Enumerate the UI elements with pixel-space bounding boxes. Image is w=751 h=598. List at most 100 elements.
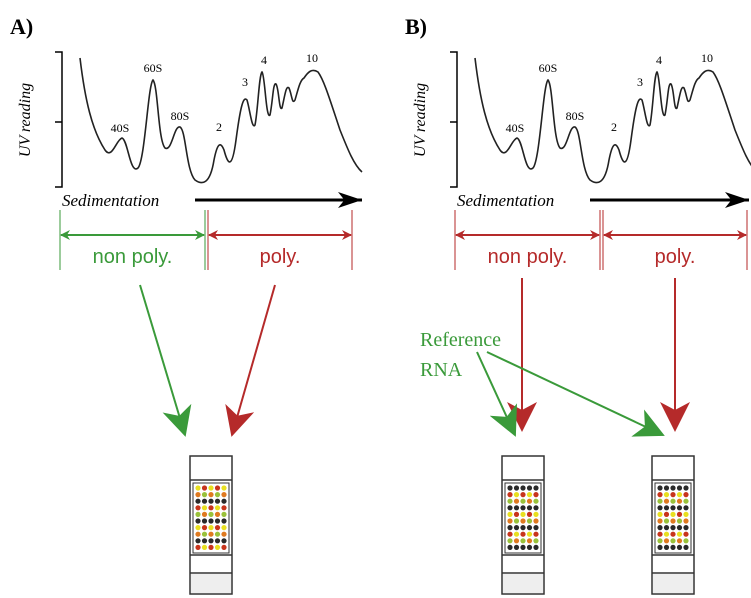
- array-spot: [670, 485, 676, 491]
- uv-curve: [474, 57, 751, 184]
- array-spot: [214, 544, 221, 551]
- array-spot: [507, 531, 513, 537]
- array-spot: [657, 498, 663, 504]
- array-spot: [208, 498, 214, 504]
- slide-shade: [503, 574, 543, 593]
- fraction-bound: [207, 210, 353, 270]
- array-spot: [214, 518, 221, 524]
- array-spot: [533, 538, 539, 544]
- array-spot: [663, 538, 670, 544]
- axis: [55, 51, 63, 188]
- array-spot: [195, 525, 201, 531]
- fraction-label: non poly.: [93, 246, 173, 268]
- array-spot: [683, 525, 689, 531]
- fraction-label: poly.: [260, 246, 301, 268]
- array-spot: [214, 525, 221, 531]
- array-spot: [507, 485, 513, 491]
- array-spot: [663, 505, 670, 511]
- array-spot: [208, 518, 214, 524]
- array-spot: [201, 498, 208, 504]
- array-spot: [520, 525, 526, 531]
- array-spot: [221, 505, 227, 511]
- array-spot: [533, 518, 539, 524]
- y-axis-label: UV reading: [17, 83, 34, 157]
- array-spot: [670, 492, 676, 498]
- peak-label: 10: [306, 51, 318, 65]
- array-spot: [683, 485, 689, 491]
- array-spot: [533, 505, 539, 511]
- array-spot: [670, 511, 676, 517]
- peak-label: 40S: [506, 121, 525, 135]
- axis: [450, 51, 458, 188]
- peak-label: 2: [611, 120, 617, 134]
- array-spot: [195, 538, 201, 544]
- array-spot: [195, 518, 201, 524]
- array-spot: [533, 544, 539, 551]
- array-spot: [513, 531, 520, 537]
- array-spot: [526, 525, 533, 531]
- array-spot: [670, 505, 676, 511]
- array-spot: [208, 538, 214, 544]
- array-spot: [676, 511, 683, 517]
- x-axis-label: Sedimentation: [457, 191, 554, 210]
- array-spot: [533, 511, 539, 517]
- array-spot: [520, 531, 526, 537]
- array-spot: [663, 492, 670, 498]
- array-spot: [520, 485, 526, 491]
- array-spot: [520, 538, 526, 544]
- array-spot: [221, 544, 227, 551]
- array-spot: [657, 518, 663, 524]
- array-spot: [676, 492, 683, 498]
- array-spot: [195, 505, 201, 511]
- array-spot: [526, 511, 533, 517]
- uv-curve: [79, 57, 363, 184]
- array-spot: [513, 498, 520, 504]
- array-spot: [663, 485, 670, 491]
- array-spot: [208, 531, 214, 537]
- array-spot: [513, 525, 520, 531]
- reference-arrow: [486, 351, 665, 437]
- reference-label: RNA: [420, 359, 463, 381]
- array-spot: [670, 544, 676, 551]
- array-spot: [670, 525, 676, 531]
- array-spot: [657, 531, 663, 537]
- array-spot: [533, 498, 539, 504]
- array-spot: [657, 505, 663, 511]
- array-spot: [683, 505, 689, 511]
- fraction-label: non poly.: [488, 246, 568, 268]
- array-spot: [657, 485, 663, 491]
- array-spot: [507, 525, 513, 531]
- array-spot: [513, 511, 520, 517]
- array-spot: [520, 511, 526, 517]
- peak-label: 10: [701, 51, 713, 65]
- peak-label: 80S: [566, 109, 585, 123]
- array-spot: [507, 511, 513, 517]
- array-spot: [507, 538, 513, 544]
- array-spot: [208, 505, 214, 511]
- array-spot: [676, 525, 683, 531]
- array-spot: [195, 531, 201, 537]
- array-spot: [663, 518, 670, 524]
- array-spot: [221, 492, 227, 498]
- flow-arrow: [139, 284, 192, 437]
- array-spot: [683, 544, 689, 551]
- array-spot: [533, 525, 539, 531]
- peak-label: 60S: [539, 61, 558, 75]
- array-spot: [657, 538, 663, 544]
- array-spot: [201, 492, 208, 498]
- fraction-bound: [602, 210, 748, 270]
- array-spot: [513, 505, 520, 511]
- array-spot: [214, 505, 221, 511]
- array-spot: [221, 531, 227, 537]
- array-spot: [201, 525, 208, 531]
- array-spot: [208, 485, 214, 491]
- peak-label: 60S: [144, 61, 163, 75]
- array-spot: [195, 544, 201, 551]
- fraction-label: poly.: [655, 246, 696, 268]
- array-spot: [533, 531, 539, 537]
- array-spot: [201, 485, 208, 491]
- array-spot: [676, 544, 683, 551]
- array-spot: [676, 531, 683, 537]
- array-spot: [201, 544, 208, 551]
